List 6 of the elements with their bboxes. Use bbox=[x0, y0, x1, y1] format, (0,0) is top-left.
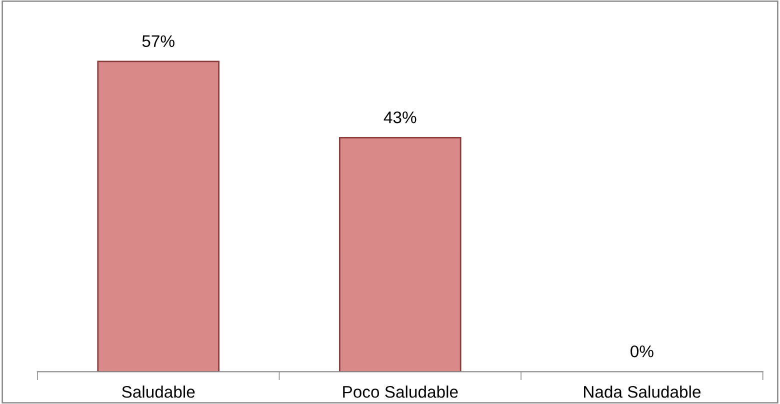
data-label: 57% bbox=[142, 35, 174, 48]
data-label: 0% bbox=[630, 345, 654, 358]
x-tick-label: Saludable bbox=[122, 386, 195, 398]
x-tick-label: Nada Saludable bbox=[584, 386, 701, 398]
x-tick-label: Poco Saludable bbox=[343, 386, 458, 398]
data-label: 43% bbox=[384, 111, 416, 124]
